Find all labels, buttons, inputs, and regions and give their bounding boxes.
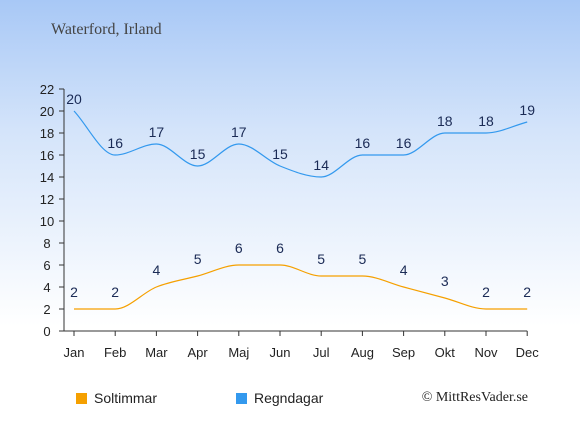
legend-sun: Soltimmar [76,390,157,406]
credit-text: © MittResVader.se [421,390,528,405]
rain-data-label: 17 [149,124,165,140]
rain-data-label: 15 [190,146,206,162]
x-tick-label: Mar [145,345,168,360]
y-tick-label: 4 [43,280,50,295]
sun-data-label: 5 [194,251,202,267]
legend-rain-swatch [236,392,247,404]
sun-data-label: 4 [400,262,408,278]
legend-rain-label: Regndagar [254,390,324,406]
legend-sun-label: Soltimmar [94,390,158,406]
sun-data-label: 6 [235,240,243,256]
y-tick-label: 10 [40,214,54,229]
rain-data-label: 20 [66,91,82,107]
y-tick-label: 22 [40,82,54,97]
y-tick-label: 14 [40,170,54,185]
x-tick-label: Apr [187,345,208,360]
y-tick-label: 20 [40,104,54,119]
rain-data-label: 14 [313,157,329,173]
y-tick-label: 18 [40,126,54,141]
rain-series-line [73,110,528,178]
rain-data-label: 18 [478,113,494,129]
rain-data-label: 19 [519,102,535,118]
y-tick-label: 6 [43,258,50,273]
rain-data-label: 16 [107,135,123,151]
x-tick-label: Feb [104,345,126,360]
y-tick-label: 8 [43,236,50,251]
x-tick-label: Jul [313,345,330,360]
rain-data-label: 16 [396,135,412,151]
x-tick-label: Sep [392,345,415,360]
sun-data-label: 6 [276,240,284,256]
y-tick-label: 16 [40,148,54,163]
sun-data-label: 5 [359,251,367,267]
sun-data-label: 2 [70,284,78,300]
sun-data-label: 2 [523,284,531,300]
sun-series-line [74,264,528,310]
x-tick-label: Maj [228,345,249,360]
chart-title: Waterford, Irland [51,21,162,38]
y-tick-label: 2 [43,302,50,317]
x-tick-label: Jan [64,345,85,360]
sun-data-label: 4 [153,262,161,278]
x-tick-label: Jun [270,345,291,360]
rain-data-label: 15 [272,146,288,162]
legend-rain: Regndagar [236,390,323,406]
x-tick-label: Okt [435,345,456,360]
sun-data-label: 2 [482,284,490,300]
rain-data-label: 18 [437,113,453,129]
rain-data-label: 17 [231,124,247,140]
legend-sun-swatch [76,392,87,404]
x-tick-label: Dec [516,345,540,360]
sun-data-label: 3 [441,273,449,289]
y-tick-label: 0 [43,324,50,339]
sun-data-label: 5 [317,251,325,267]
sun-data-label: 2 [111,284,119,300]
rain-data-label: 16 [355,135,371,151]
x-tick-label: Nov [474,345,498,360]
x-tick-label: Aug [351,345,374,360]
y-tick-label: 12 [40,192,54,207]
